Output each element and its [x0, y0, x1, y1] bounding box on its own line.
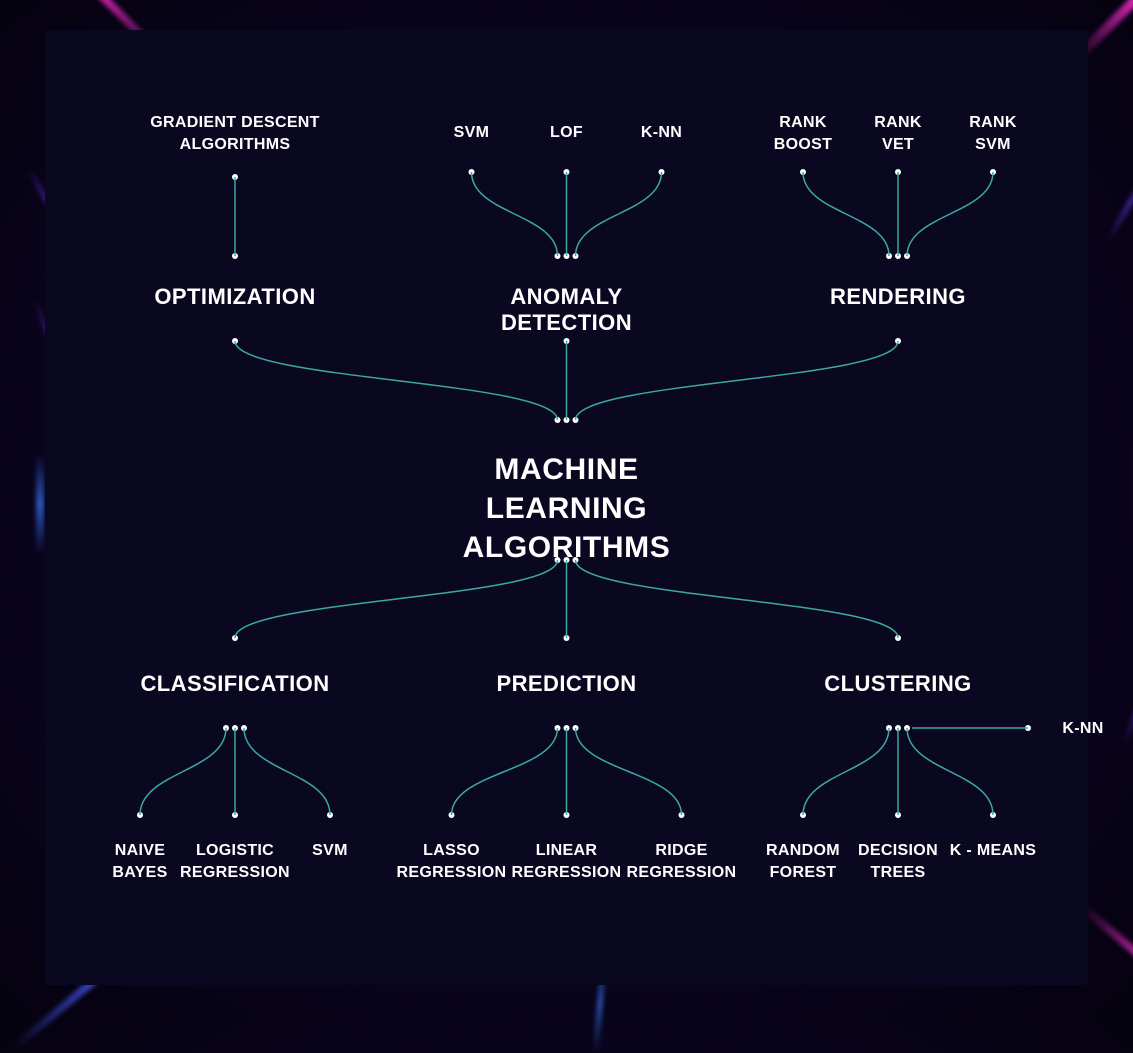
- streak: [36, 454, 44, 554]
- streak: [1105, 163, 1133, 244]
- diagram-panel: MACHINE LEARNINGALGORITHMS OPTIMIZATION AN…: [45, 30, 1088, 985]
- leaf-rendering-2: RANKSVM: [873, 112, 1113, 155]
- leaf-clustering-2: K - MEANS: [873, 840, 1113, 862]
- category-classification: CLASSIFICATION: [115, 671, 355, 697]
- leaf-clustering-knn: K-NN: [963, 718, 1133, 740]
- category-prediction: PREDICTION: [447, 671, 687, 697]
- main-title: MACHINE LEARNINGALGORITHMS: [447, 450, 687, 567]
- leaf-gradient-descent: GRADIENT DESCENTALGORITHMS: [115, 112, 355, 155]
- category-rendering: RENDERING: [778, 284, 1018, 310]
- category-anomaly-detection: ANOMALY DETECTION: [447, 284, 687, 336]
- category-clustering: CLUSTERING: [778, 671, 1018, 697]
- category-optimization: OPTIMIZATION: [115, 284, 355, 310]
